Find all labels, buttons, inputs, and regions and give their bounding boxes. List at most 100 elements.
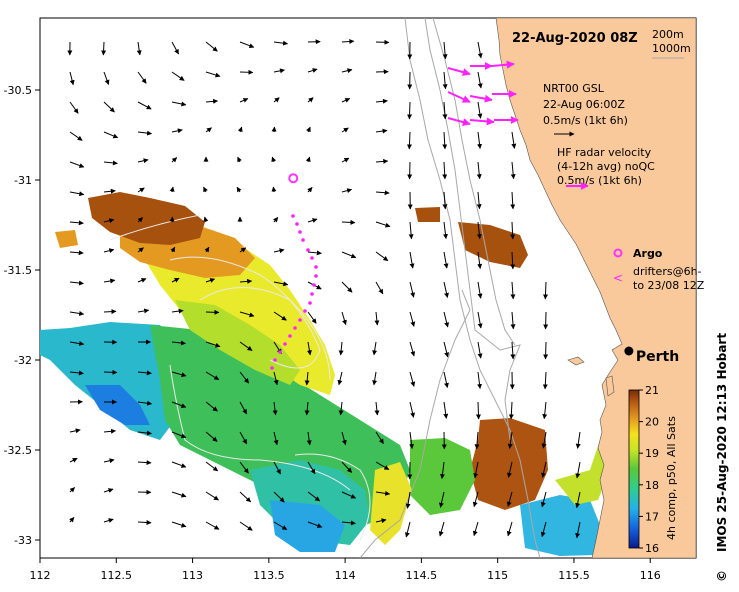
current-vector bbox=[307, 491, 321, 502]
current-vector bbox=[137, 187, 145, 193]
current-vector bbox=[69, 220, 84, 226]
current-vector bbox=[540, 491, 547, 508]
current-vector bbox=[205, 278, 216, 283]
current-vector bbox=[103, 218, 115, 224]
current-vector bbox=[69, 250, 84, 256]
current-vector bbox=[476, 161, 482, 180]
current-vector bbox=[69, 428, 81, 434]
current-vector bbox=[69, 101, 79, 114]
current-vector bbox=[205, 491, 219, 501]
current-vector bbox=[171, 308, 184, 314]
current-vector bbox=[170, 246, 176, 253]
colorbar-tick-label: 21 bbox=[645, 384, 659, 397]
current-vector bbox=[273, 491, 285, 503]
current-vector bbox=[375, 221, 391, 228]
current-vector bbox=[205, 521, 220, 530]
current-vector bbox=[103, 488, 114, 493]
current-vector bbox=[171, 521, 187, 528]
current-vector bbox=[69, 516, 75, 523]
current-vector bbox=[477, 371, 483, 390]
sst-patch-brown-small bbox=[415, 207, 440, 222]
current-vector bbox=[103, 518, 114, 523]
sst-patch-blue-south bbox=[270, 500, 345, 552]
current-vector bbox=[477, 281, 483, 299]
current-vector bbox=[341, 157, 350, 163]
radar-legend-line1: HF radar velocity bbox=[557, 146, 652, 159]
current-vector bbox=[542, 371, 548, 390]
current-vector bbox=[443, 371, 449, 389]
current-vector bbox=[372, 341, 378, 356]
current-vector bbox=[137, 247, 144, 253]
current-vector bbox=[205, 461, 219, 472]
y-tick-label: -30.5 bbox=[4, 84, 32, 97]
perth-marker bbox=[624, 346, 634, 356]
drifter-legend-line2: to 23/08 12Z bbox=[633, 279, 705, 292]
current-vector bbox=[472, 491, 479, 508]
bathymetry-contours bbox=[359, 18, 541, 558]
hf-radar-vectors bbox=[447, 60, 519, 126]
current-vector bbox=[239, 491, 252, 503]
current-vector bbox=[69, 370, 84, 376]
argo-float-marker bbox=[288, 173, 299, 184]
current-vector bbox=[409, 431, 415, 450]
current-vector bbox=[543, 341, 549, 360]
current-vector bbox=[69, 457, 78, 463]
current-vector bbox=[374, 311, 380, 326]
current-vector bbox=[69, 341, 85, 346]
drifter-track bbox=[270, 214, 318, 370]
current-vector bbox=[273, 216, 279, 223]
radar-legend-line2: (4-12h avg) noQC bbox=[557, 160, 655, 173]
current-vectors bbox=[67, 39, 581, 539]
current-vector bbox=[341, 431, 347, 446]
current-vector bbox=[171, 277, 180, 283]
current-vector bbox=[205, 71, 221, 78]
current-vector bbox=[341, 251, 357, 259]
current-vector bbox=[171, 157, 178, 163]
current-vector bbox=[273, 311, 287, 321]
current-vector bbox=[442, 101, 448, 120]
sst-colorbar bbox=[628, 389, 640, 549]
garden-island bbox=[605, 375, 615, 397]
current-vector bbox=[272, 401, 278, 416]
y-axis: -30.5 -31 -31.5 -32 -32.5 -33 bbox=[4, 84, 40, 547]
current-vector bbox=[239, 98, 249, 103]
current-vector bbox=[171, 461, 187, 468]
current-vector bbox=[341, 127, 349, 133]
current-vector bbox=[338, 401, 344, 416]
current-vector bbox=[472, 521, 479, 537]
current-vector bbox=[137, 217, 144, 223]
current-vector bbox=[477, 41, 483, 59]
current-vector bbox=[409, 401, 415, 418]
currents-legend-line2: 22-Aug 06:00Z bbox=[543, 98, 625, 111]
current-vector bbox=[375, 490, 391, 496]
current-vector bbox=[205, 341, 221, 348]
x-tick-label: 114 bbox=[335, 569, 356, 582]
drifter-legend-symbol: < bbox=[613, 271, 623, 285]
current-vector bbox=[171, 128, 183, 134]
current-vector bbox=[474, 431, 480, 450]
sst-patch-yellow-south bbox=[370, 462, 412, 545]
current-vector bbox=[137, 308, 150, 314]
current-vector bbox=[341, 219, 356, 225]
current-vector bbox=[171, 371, 187, 378]
current-vector bbox=[307, 461, 316, 475]
current-vector bbox=[375, 461, 390, 470]
current-vector bbox=[306, 341, 312, 356]
current-vector bbox=[101, 41, 107, 56]
current-vector bbox=[69, 71, 75, 86]
current-vector bbox=[171, 401, 187, 408]
current-vector bbox=[306, 126, 311, 133]
current-vector bbox=[239, 521, 253, 531]
current-vector bbox=[236, 186, 242, 193]
y-tick-label: -33 bbox=[14, 534, 32, 547]
x-tick-label: 113 bbox=[182, 569, 203, 582]
current-vector bbox=[137, 130, 153, 136]
current-vector bbox=[575, 461, 581, 479]
current-vector bbox=[239, 401, 248, 415]
current-vector bbox=[169, 186, 175, 193]
current-vector bbox=[443, 281, 449, 298]
current-vector bbox=[442, 41, 448, 60]
current-vector bbox=[239, 341, 253, 351]
current-vector bbox=[103, 160, 118, 166]
current-vector bbox=[205, 127, 212, 133]
